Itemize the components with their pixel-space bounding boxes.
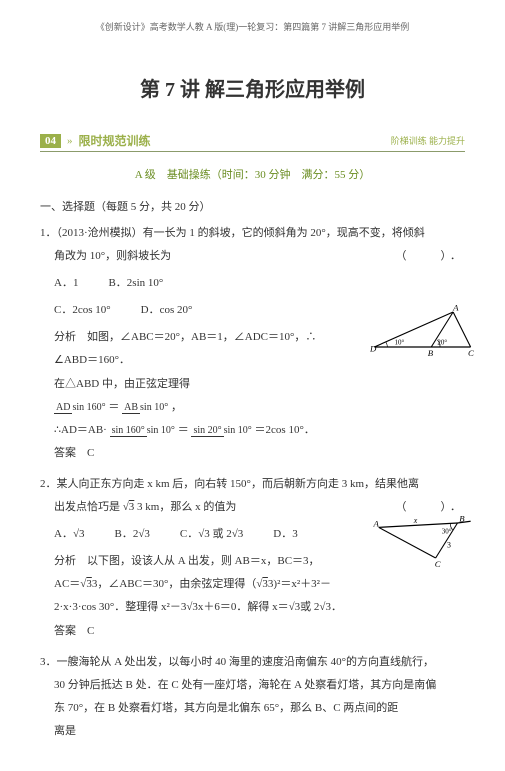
fig1-angle-10: 10° bbox=[395, 338, 405, 346]
question-2: 2．某人向正东方向走 x km 后，向右转 150°，而后朝新方向走 3 km，… bbox=[40, 473, 465, 643]
q2-text2b: 3 km，那么 x 的值为 bbox=[137, 501, 236, 513]
main-title: 第 7 讲 解三角形应用举例 bbox=[40, 73, 465, 102]
triangle-diagram-2: A B C x 30° 3 bbox=[370, 513, 475, 568]
q1-choices-row1: A．1 B．2sin 10° bbox=[40, 272, 465, 295]
q2-ana2: AC＝√33，∠ABC＝30°，由余弦定理得（√33)²＝x²＋3²－ bbox=[54, 573, 465, 596]
q2-choice-a: A．√3 bbox=[54, 523, 84, 546]
q1-formula2: ∴AD＝AB· sin 160°sin 10° ＝ sin 20°sin 10°… bbox=[54, 419, 465, 442]
q3-num: 3． bbox=[40, 656, 57, 668]
fig1-label-d: D bbox=[370, 343, 377, 353]
q1-text2: 角改为 10°，则斜坡长为 bbox=[54, 250, 171, 262]
q1-answer: 答案 C bbox=[54, 442, 465, 465]
section-arrow: » bbox=[67, 135, 73, 147]
sub-title: A 级 基础操练（时间：30 分钟 满分：55 分） bbox=[40, 166, 465, 182]
fig2-label-a: A bbox=[373, 518, 380, 528]
q2-answer: 答案 C bbox=[54, 620, 465, 643]
q1-formula1: ADsin 160° ＝ ABsin 10° ， bbox=[54, 396, 465, 419]
fig1-label-c: C bbox=[468, 348, 474, 357]
sqrt-3: 3 bbox=[129, 501, 135, 513]
q2-text1: 某人向正东方向走 x km 后，向右转 150°，而后朝新方向走 3 km，结果… bbox=[57, 478, 420, 490]
q2-choice-d: D．3 bbox=[273, 523, 297, 546]
q2-ana3: 2·x·3·cos 30°．整理得 x²－3√3x＋6＝0．解得 x＝√3或 2… bbox=[54, 596, 465, 619]
frac4-top: sin 20° bbox=[191, 425, 223, 437]
triangle-diagram-1: D A B C 10° 20° bbox=[370, 302, 475, 357]
fig2-label-b: B bbox=[459, 513, 465, 523]
q3-text4: 离是 bbox=[40, 720, 465, 743]
q1-ana4b: ＝2cos 10°． bbox=[255, 424, 315, 436]
doc-header: 《创新设计》高考数学人教 A 版(理)一轮复习：第四篇第 7 讲解三角形应用举例 bbox=[40, 20, 465, 33]
fig2-angle-30: 30° bbox=[442, 527, 452, 535]
frac2-top: AB bbox=[122, 402, 140, 414]
q1-choice-c: C．2cos 10° bbox=[54, 299, 111, 322]
q2-choice-b: B．2√3 bbox=[114, 523, 149, 546]
section-bar: 04 » 限时规范训练 阶梯训练 能力提升 bbox=[40, 132, 465, 152]
question-1: 1．（2013·沧州模拟）有一长为 1 的斜坡，它的倾斜角为 20°，现高不变，… bbox=[40, 222, 465, 465]
section-right: 阶梯训练 能力提升 bbox=[391, 134, 465, 147]
eq2: ＝ bbox=[178, 424, 189, 436]
q3-text1: 一艘海轮从 A 处出发，以每小时 40 海里的速度沿南偏东 40°的方向直线航行… bbox=[57, 656, 434, 668]
fig2-label-x: x bbox=[413, 516, 418, 525]
q3-text3: 东 70°，在 B 处察看灯塔，其方向是北偏东 65°，那么 B、C 两点间的距 bbox=[40, 697, 465, 720]
frac1-bot: sin 160° bbox=[72, 402, 105, 413]
q1-choice-a: A．1 bbox=[54, 272, 78, 295]
frac2-bot: sin 10° bbox=[140, 402, 168, 413]
q1-num: 1． bbox=[40, 227, 57, 239]
q2-choice-c: C．√3 或 2√3 bbox=[180, 523, 243, 546]
q2-num: 2． bbox=[40, 478, 57, 490]
q3-text2: 30 分钟后抵达 B 处．在 C 处有一座灯塔，海轮在 A 处察看灯塔，其方向是… bbox=[40, 674, 465, 697]
fig1-label-a: A bbox=[452, 302, 459, 312]
section-number: 04 bbox=[40, 134, 61, 148]
section-left: 04 » 限时规范训练 bbox=[40, 132, 151, 149]
q1-choice-b: B．2sin 10° bbox=[108, 272, 163, 295]
fig1-label-b: B bbox=[428, 348, 434, 357]
q1-paren: （ ）． bbox=[396, 245, 466, 268]
section-label: 限时规范训练 bbox=[79, 132, 151, 149]
question-3: 3．一艘海轮从 A 处出发，以每小时 40 海里的速度沿南偏东 40°的方向直线… bbox=[40, 651, 465, 743]
q1-ana3: 在△ABD 中，由正弦定理得 bbox=[54, 373, 465, 396]
fig2-label-c: C bbox=[435, 559, 441, 568]
q1-text1: （2013·沧州模拟）有一长为 1 的斜坡，它的倾斜角为 20°，现高不变，将倾… bbox=[57, 227, 425, 239]
fig2-label-3: 3 bbox=[447, 540, 451, 549]
frac1-top: AD bbox=[54, 402, 72, 414]
eq1: ＝ bbox=[108, 401, 119, 413]
period1: ， bbox=[171, 401, 182, 413]
part1-head: 一、选择题（每题 5 分，共 20 分） bbox=[40, 198, 465, 214]
q2-text2a: 出发点恰巧是 bbox=[54, 501, 120, 513]
frac4-bot: sin 10° bbox=[224, 425, 252, 436]
frac3-top: sin 160° bbox=[110, 425, 147, 437]
frac3-bot: sin 10° bbox=[147, 425, 175, 436]
q1-choice-d: D．cos 20° bbox=[141, 299, 193, 322]
q1-ana4a: ∴AD＝AB· bbox=[54, 424, 107, 436]
